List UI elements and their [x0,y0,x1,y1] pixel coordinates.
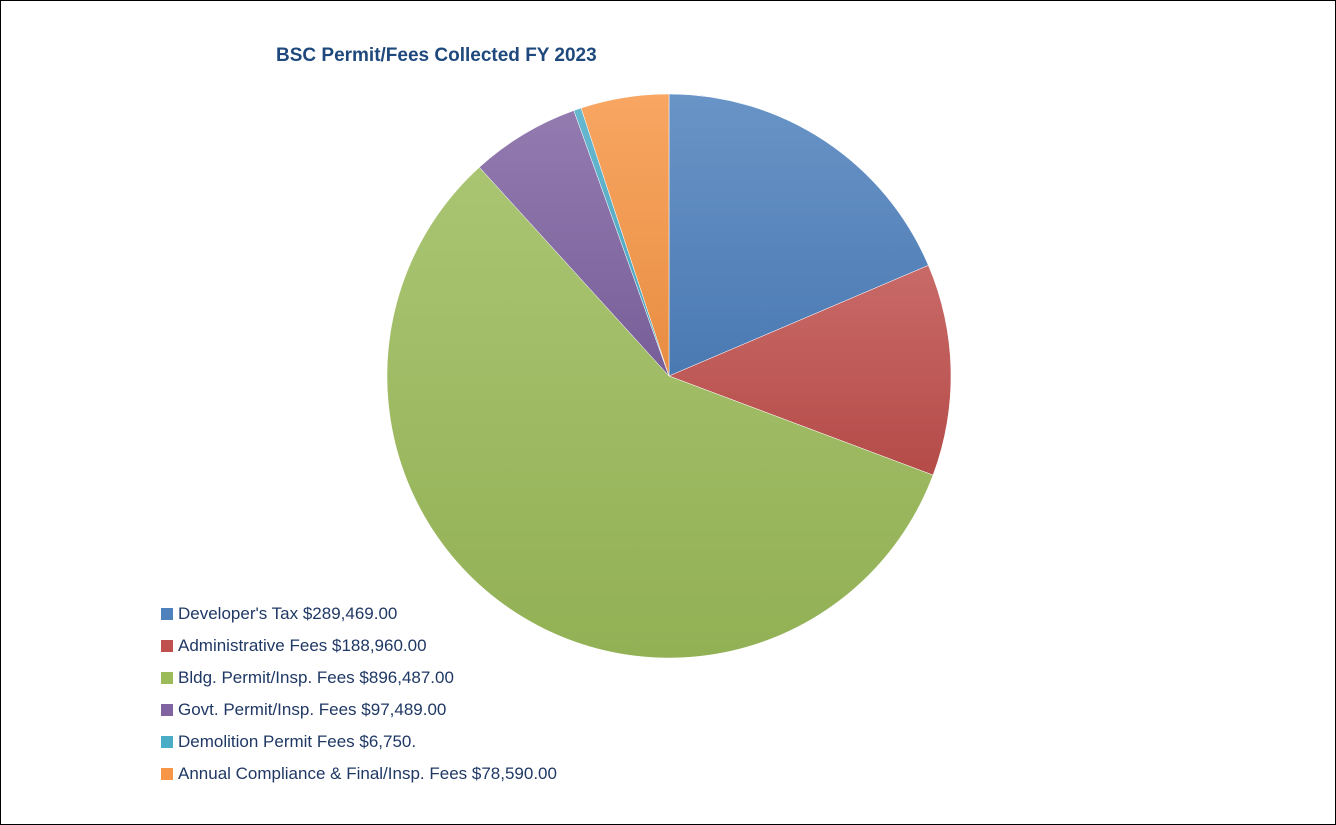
legend-swatch [161,736,173,748]
pie-slice-administrative-fees [668,265,952,476]
legend-label: Demolition Permit Fees $6,750. [178,732,417,751]
chart-title: BSC Permit/Fees Collected FY 2023 [276,45,597,66]
legend-swatch [161,704,173,716]
legend-item-bldg-permit-fees: Bldg. Permit/Insp. Fees $896,487.00 [161,662,557,694]
legend-item-administrative-fees: Administrative Fees $188,960.00 [161,630,557,662]
legend-item-demolition-permit-fees: Demolition Permit Fees $6,750. [161,726,557,758]
legend-swatch [161,768,173,780]
legend-item-annual-compliance-fees: Annual Compliance & Final/Insp. Fees $78… [161,758,557,790]
legend-swatch [161,672,173,684]
legend-swatch [161,640,173,652]
pie-slice-developers-tax [668,93,929,377]
legend-label: Administrative Fees $188,960.00 [178,636,427,655]
pie-slice-bldg-permit-fees [386,166,934,659]
legend-item-govt-permit-fees: Govt. Permit/Insp. Fees $97,489.00 [161,694,557,726]
legend-label: Developer's Tax $289,469.00 [178,604,398,623]
legend-label: Govt. Permit/Insp. Fees $97,489.00 [178,700,447,719]
legend: Developer's Tax $289,469.00 Administrati… [161,598,557,790]
legend-swatch [161,608,173,620]
legend-label: Annual Compliance & Final/Insp. Fees $78… [178,764,557,783]
legend-item-developers-tax: Developer's Tax $289,469.00 [161,598,557,630]
legend-label: Bldg. Permit/Insp. Fees $896,487.00 [178,668,454,687]
pie-slice-annual-compliance-fees [580,93,670,377]
